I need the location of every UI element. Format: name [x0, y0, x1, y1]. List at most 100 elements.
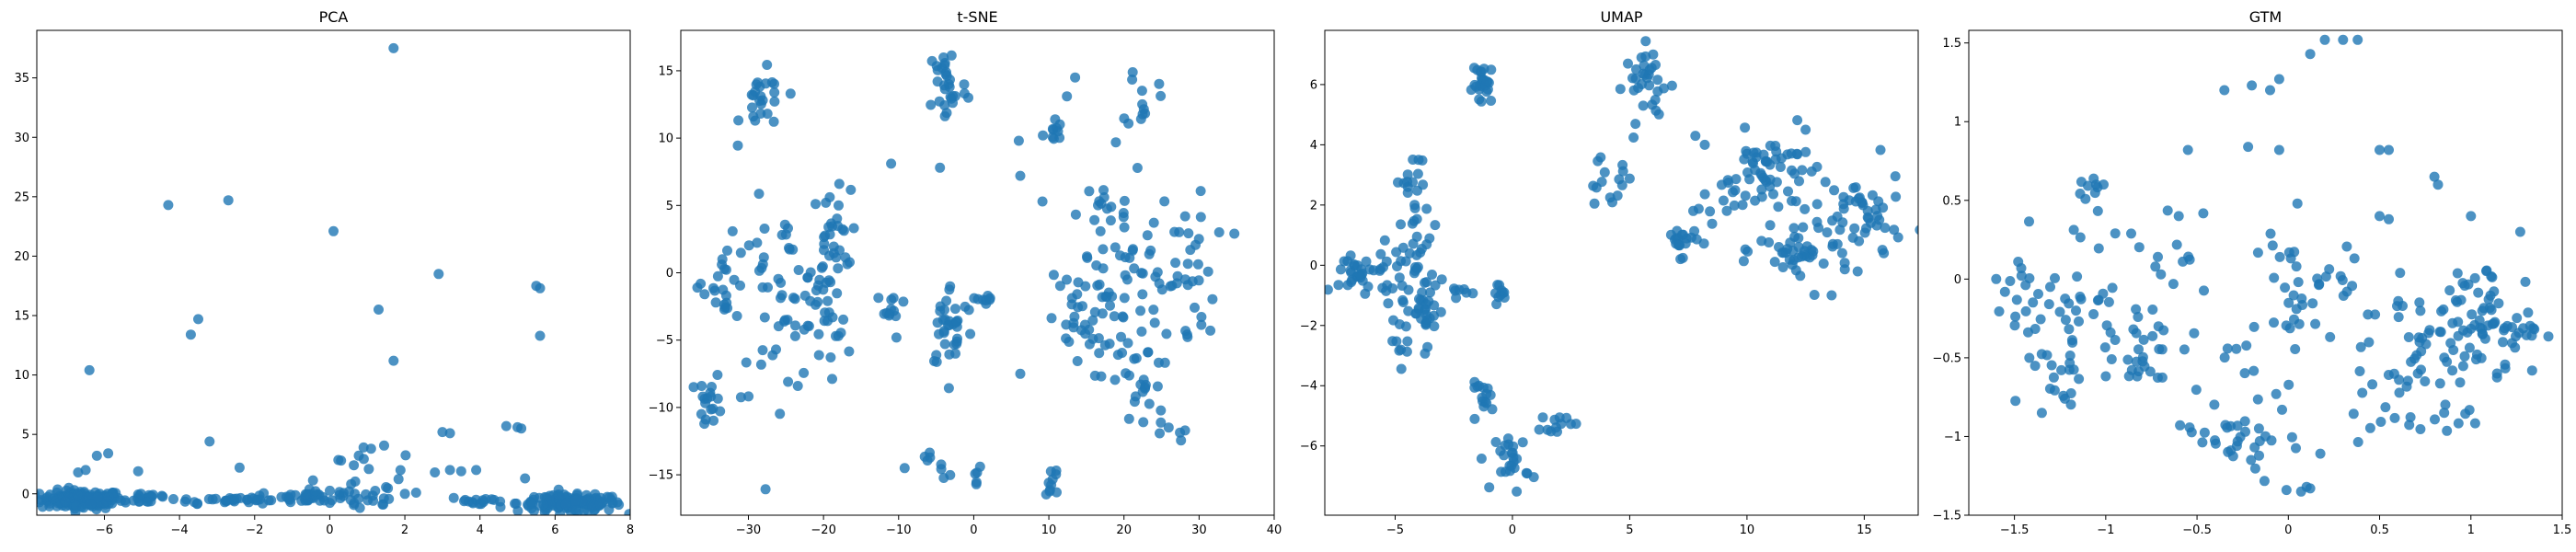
data-point [1409, 265, 1420, 276]
data-point [2074, 374, 2085, 385]
x-tick-label: −2 [246, 523, 263, 537]
data-point [2493, 298, 2504, 309]
data-point [819, 316, 830, 327]
data-point [1148, 217, 1159, 228]
data-point [1061, 333, 1072, 344]
data-point [1229, 228, 1240, 239]
data-point [2305, 49, 2316, 60]
data-point [2088, 309, 2099, 319]
data-point [2210, 438, 2221, 449]
data-point [873, 293, 884, 304]
data-point [343, 535, 353, 546]
data-point [1137, 386, 1148, 397]
data-point [1469, 413, 1480, 424]
data-point [1195, 212, 1206, 223]
data-point [1792, 115, 1803, 126]
data-point [1826, 290, 1837, 301]
data-point [168, 494, 178, 504]
data-point [570, 495, 581, 506]
data-point [688, 382, 699, 393]
data-point [1095, 225, 1106, 236]
data-point [252, 494, 263, 505]
data-point [1129, 397, 1140, 408]
data-point [2065, 399, 2076, 410]
data-point [1737, 200, 1748, 211]
y-tick-label: 6 [1310, 78, 1317, 92]
data-point [2486, 270, 2497, 282]
data-point [388, 42, 399, 53]
data-point [2005, 276, 2016, 286]
data-point [2227, 451, 2238, 462]
data-point [594, 499, 605, 510]
data-point [1400, 321, 1411, 332]
data-point [2491, 372, 2502, 383]
data-point [943, 320, 954, 331]
data-point [2511, 331, 2521, 342]
data-point [2314, 280, 2324, 291]
data-point [2171, 239, 2182, 250]
data-point [1190, 302, 1200, 313]
data-point [2305, 483, 2316, 494]
data-point [2439, 408, 2450, 419]
data-point [476, 499, 487, 510]
data-point [259, 488, 270, 499]
data-point [1528, 472, 1539, 483]
data-point [2466, 211, 2477, 222]
axes-frame [1968, 29, 2563, 516]
data-point [334, 487, 345, 498]
data-point [1136, 326, 1147, 337]
data-point [937, 63, 948, 74]
data-point [2269, 317, 2279, 328]
data-point [2265, 85, 2275, 96]
data-point [984, 293, 995, 304]
x-tick-label: −1.5 [2000, 523, 2030, 537]
data-point [1429, 321, 1440, 332]
data-point [1084, 324, 1095, 335]
data-point [950, 348, 960, 359]
data-point [1425, 287, 1435, 298]
data-point [1106, 201, 1117, 213]
data-point [1877, 245, 1888, 256]
axes-frame [1324, 29, 1919, 516]
data-point [2459, 351, 2470, 362]
data-point [328, 225, 339, 236]
data-point [2099, 342, 2110, 353]
data-point [925, 452, 936, 463]
data-point [2281, 320, 2292, 331]
x-tick-label: 0 [326, 523, 333, 537]
data-point [1765, 140, 1776, 151]
data-point [2030, 361, 2041, 372]
data-point [560, 500, 571, 511]
panel-1: t-SNE −30 −20 −10 0 10 20 30 40 −15 −10 −5 0 5 10 15 [649, 8, 1282, 537]
data-point [1491, 299, 1502, 310]
data-point [2068, 224, 2079, 236]
data-point [1072, 356, 1083, 366]
data-point [2219, 352, 2230, 363]
data-point [353, 514, 359, 515]
x-tick-label: 10 [1041, 523, 1057, 537]
data-point [2100, 371, 2111, 382]
data-point [2384, 144, 2394, 155]
data-point [939, 339, 950, 350]
data-point [1048, 133, 1059, 144]
data-point [1476, 96, 1487, 107]
data-point [771, 344, 781, 355]
data-point [963, 305, 974, 316]
data-point [731, 311, 742, 321]
data-point [1764, 237, 1775, 247]
data-point [811, 285, 822, 296]
data-point [969, 293, 980, 304]
data-point [758, 252, 769, 263]
data-point [2543, 331, 2554, 342]
data-point [1512, 486, 1523, 497]
data-point [2252, 247, 2263, 259]
y-tick-label: 0 [1954, 273, 1961, 287]
data-point [941, 295, 952, 306]
data-point [1705, 206, 1716, 217]
data-point [1614, 174, 1625, 185]
x-tick-label: 0 [2284, 523, 2292, 537]
data-point [747, 102, 757, 113]
data-point [1792, 149, 1803, 160]
data-point [180, 494, 191, 505]
data-point [1648, 49, 1659, 60]
